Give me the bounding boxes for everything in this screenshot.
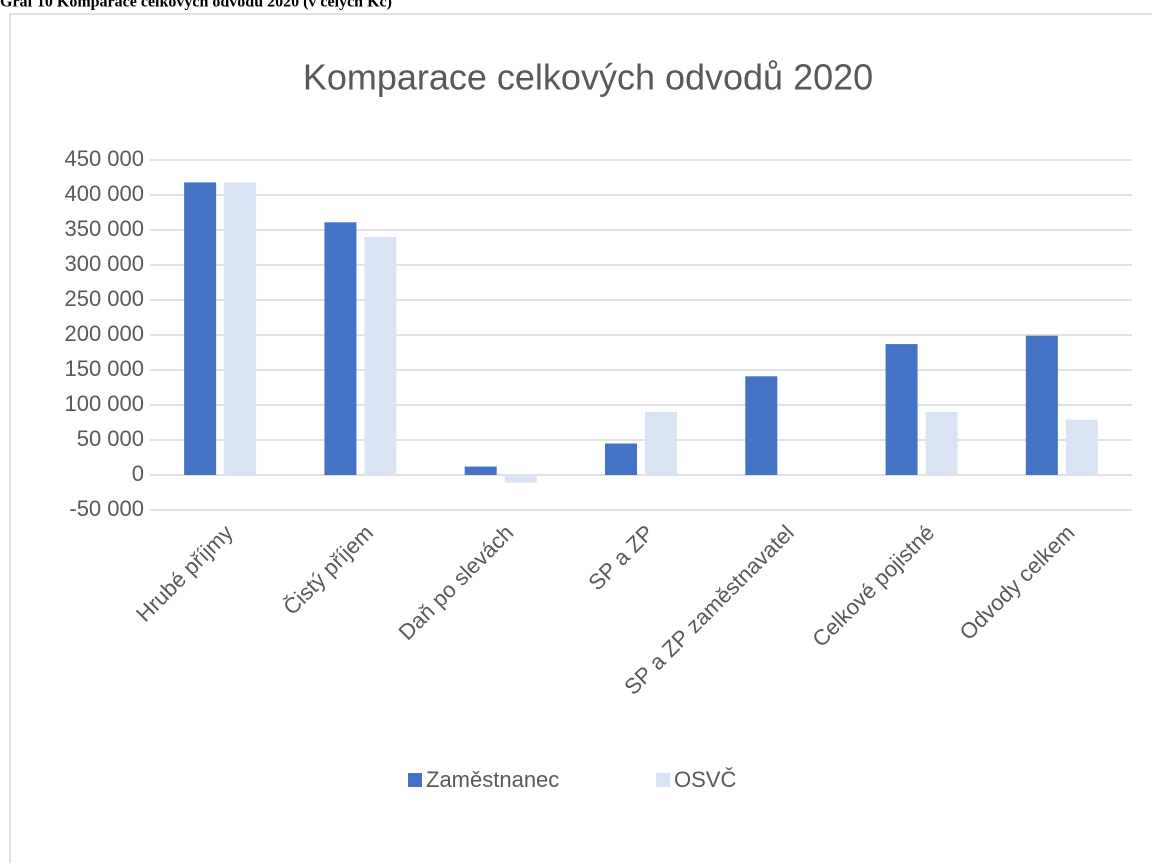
y-tick-label: 300 000 bbox=[64, 251, 144, 276]
y-tick-label: 0 bbox=[132, 461, 144, 486]
bar bbox=[464, 466, 497, 475]
y-tick-label: 150 000 bbox=[64, 356, 144, 381]
bar bbox=[645, 412, 677, 475]
bar bbox=[1065, 419, 1098, 475]
bar bbox=[745, 376, 778, 475]
bar bbox=[324, 222, 357, 475]
y-tick-label: 100 000 bbox=[64, 391, 144, 416]
bar bbox=[1025, 335, 1058, 475]
caption: Graf 10 Komparace celkových odvodů 2020 … bbox=[0, 0, 392, 11]
y-tick-label: 50 000 bbox=[77, 426, 144, 451]
bar bbox=[605, 443, 637, 475]
chart-frame bbox=[9, 13, 1152, 863]
bar bbox=[925, 412, 958, 475]
legend-swatch bbox=[656, 773, 670, 787]
y-tick-label: 250 000 bbox=[64, 286, 144, 311]
bar bbox=[504, 475, 537, 483]
legend-label: OSVČ bbox=[674, 767, 736, 792]
legend-label: Zaměstnanec bbox=[426, 767, 559, 792]
y-tick-label: 200 000 bbox=[64, 321, 144, 346]
bar bbox=[224, 182, 257, 475]
bar bbox=[885, 344, 918, 475]
bar bbox=[184, 182, 217, 475]
legend-swatch bbox=[408, 773, 422, 787]
y-tick-label: 400 000 bbox=[64, 181, 144, 206]
bar bbox=[364, 237, 397, 475]
y-tick-label: 450 000 bbox=[64, 146, 144, 171]
y-tick-label: 350 000 bbox=[64, 216, 144, 241]
chart-title: Komparace celkových odvodů 2020 bbox=[303, 57, 873, 98]
y-tick-label: -50 000 bbox=[69, 496, 144, 521]
